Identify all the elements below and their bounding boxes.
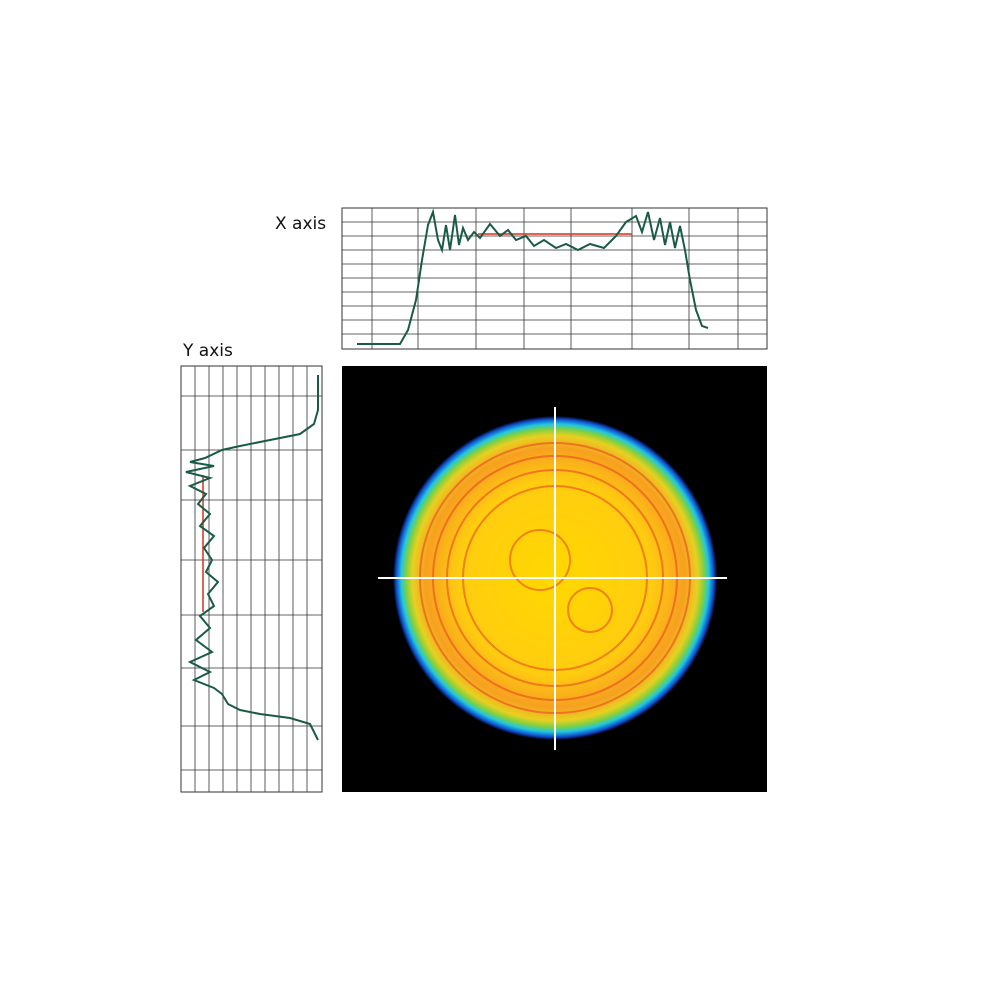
- y-axis-label: Y axis: [182, 341, 233, 361]
- x-axis-label: X axis: [275, 214, 326, 234]
- x-profile-curve: [357, 208, 709, 345]
- y-profile-grid: [180, 365, 323, 793]
- x-profile-grid: [341, 207, 768, 350]
- y-profile-curve: [185, 375, 319, 741]
